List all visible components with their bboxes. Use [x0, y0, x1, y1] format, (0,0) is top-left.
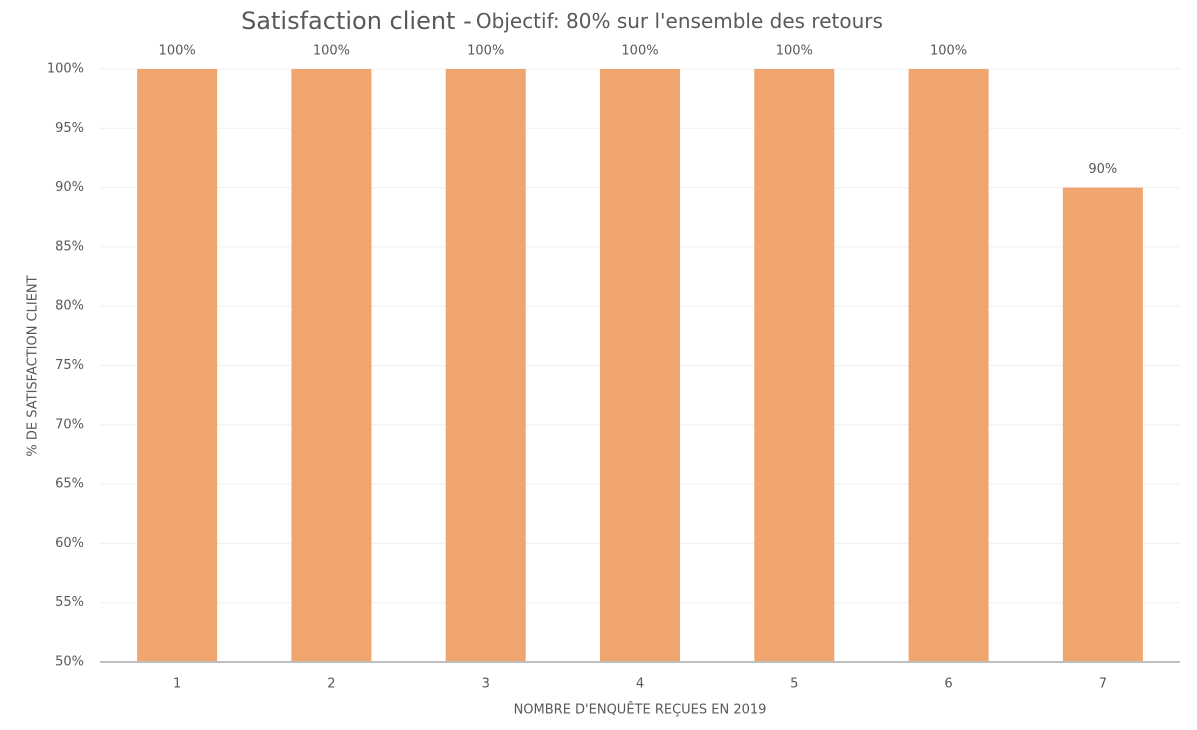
chart-subtitle: Objectif: 80% sur l'ensemble des retours — [476, 9, 883, 33]
y-tick-label: 60% — [55, 536, 84, 551]
y-tick-label: 70% — [55, 417, 84, 432]
bar — [908, 69, 989, 662]
value-label: 100% — [313, 44, 350, 59]
y-tick-label: 90% — [55, 180, 84, 195]
x-tick-label: 6 — [944, 677, 952, 692]
bar — [1062, 187, 1143, 662]
y-tick-label: 100% — [47, 62, 84, 77]
value-label: 100% — [467, 44, 504, 59]
y-tick-label: 50% — [55, 655, 84, 670]
y-tick-label: 95% — [55, 121, 84, 136]
y-tick-label: 85% — [55, 239, 84, 254]
bar — [445, 69, 526, 662]
value-label: 100% — [776, 44, 813, 59]
x-tick-label: 4 — [636, 677, 644, 692]
chart-title-group: Satisfaction client - Objectif: 80% sur … — [241, 7, 883, 35]
x-tick-label: 1 — [173, 677, 181, 692]
bar — [754, 69, 835, 662]
value-label: 100% — [621, 44, 658, 59]
x-tick-label: 3 — [482, 677, 490, 692]
value-label: 100% — [930, 44, 967, 59]
y-tick-label: 65% — [55, 477, 84, 492]
x-tick-label: 5 — [790, 677, 798, 692]
bar — [600, 69, 680, 662]
bar — [291, 69, 372, 662]
value-label: 90% — [1088, 162, 1117, 177]
x-tick-label: 7 — [1099, 677, 1107, 692]
x-tick-label: 2 — [327, 677, 335, 692]
bar — [137, 69, 218, 662]
y-tick-label: 55% — [55, 595, 84, 610]
chart-title: Satisfaction client - — [241, 7, 472, 35]
x-axis-label: NOMBRE D'ENQUÊTE REÇUES EN 2019 — [514, 702, 767, 718]
y-tick-label: 80% — [55, 299, 84, 314]
value-label: 100% — [159, 44, 196, 59]
y-axis-label: % DE SATISFACTION CLIENT — [26, 275, 41, 456]
y-tick-label: 75% — [55, 358, 84, 373]
